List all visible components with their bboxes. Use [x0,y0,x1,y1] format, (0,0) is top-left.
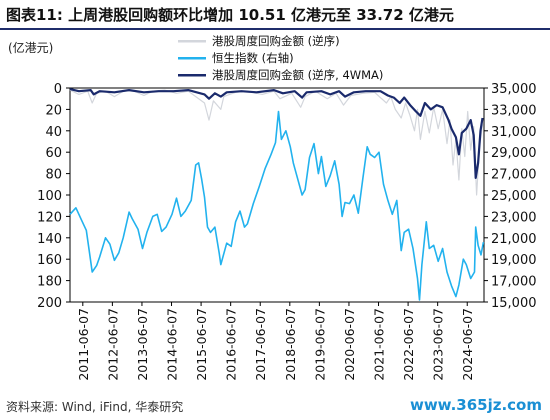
left-axis-tick-label: 0 [54,82,62,97]
left-axis-tick-label: 140 [37,232,62,247]
x-axis-tick-label: 2020-06-07 [342,308,357,381]
watermark: www.365jz.com [409,396,542,414]
right-axis-tick-label: 35,000 [491,82,537,97]
x-axis-tick-label: 2013-06-07 [135,308,150,381]
x-axis-tick-label: 2012-06-07 [105,308,120,381]
legend-label-4wma: 港股周度回购金额 (逆序, 4WMA) [212,68,383,82]
right-axis-tick-label: 23,000 [491,210,537,225]
legend: 港股周度回购金额 (逆序) 恒生指数 (右轴) 港股周度回购金额 (逆序, 4W… [178,34,383,82]
left-axis-tick-label: 80 [45,168,62,183]
left-axis-tick-label: 40 [45,125,62,140]
right-axis-tick-label: 15,000 [491,296,537,311]
chart-title: 图表11: 上周港股回购额环比增加 10.51 亿港元至 33.72 亿港元 [6,6,454,24]
chart: (亿港元) 0 20 40 60 80 100 120 140 160 180 200 15,000… [8,34,537,381]
x-axis-tick-label: 2019-06-07 [312,308,327,381]
x-axis: 2011-06-07 2012-06-07 2013-06-07 2014-06-07… [76,302,475,381]
x-axis-tick-label: 2023-06-07 [431,308,446,381]
series-layer [69,88,485,301]
right-axis-tick-label: 27,000 [491,168,537,183]
left-axis-unit-label: (亿港元) [8,40,53,55]
right-axis-tick-label: 33,000 [491,103,537,118]
right-axis-tick-label: 31,000 [491,125,537,140]
x-axis-tick-label: 2021-06-07 [372,308,387,381]
left-axis-tick-label: 20 [45,103,62,118]
x-axis-tick-label: 2024-06-07 [460,308,475,381]
left-axis-tick-label: 60 [45,146,62,161]
x-axis-tick-label: 2018-06-07 [283,308,298,381]
x-axis-tick-label: 2016-06-07 [224,308,239,381]
right-axis-tick-label: 25,000 [491,189,537,204]
x-axis-tick-label: 2017-06-07 [253,308,268,381]
legend-swatch-hsi [178,57,206,60]
series-buyback-4wma [69,88,484,179]
left-axis-tick-label: 180 [37,275,62,290]
right-axis-tick-label: 19,000 [491,253,537,268]
legend-swatch-buyback [178,40,206,43]
x-axis-tick-label: 2015-06-07 [194,308,209,381]
left-axis-tick-label: 160 [37,253,62,268]
right-axis-tick-label: 29,000 [491,146,537,161]
right-axis-tick-label: 21,000 [491,232,537,247]
legend-label-buyback: 港股周度回购金额 (逆序) [212,34,340,48]
left-axis-tick-label: 120 [37,210,62,225]
right-axis: 15,000 17,000 19,000 21,000 23,000 25,000 27,0… [484,82,537,311]
right-axis-tick-label: 17,000 [491,275,537,290]
left-axis-tick-label: 200 [37,296,62,311]
x-axis-tick-label: 2011-06-07 [76,308,91,381]
series-hsi [69,110,485,301]
title-bar: 图表11: 上周港股回购额环比增加 10.51 亿港元至 33.72 亿港元 [0,0,550,30]
x-axis-tick-label: 2014-06-07 [165,308,180,381]
source-note: 资料来源: Wind, iFind, 华泰研究 [6,400,184,414]
left-axis: 0 20 40 60 80 100 120 140 160 180 200 [37,82,70,311]
left-axis-tick-label: 100 [37,189,62,204]
legend-label-hsi: 恒生指数 (右轴) [212,51,294,65]
legend-swatch-4wma [178,74,206,77]
x-axis-tick-label: 2022-06-07 [401,308,416,381]
